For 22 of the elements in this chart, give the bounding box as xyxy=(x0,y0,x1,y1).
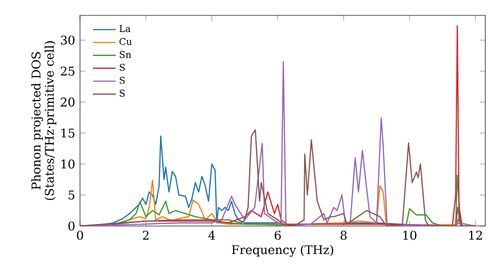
y-tick-label: 25 xyxy=(60,66,74,76)
y-tick-label: 15 xyxy=(61,128,74,138)
y-tick-label: 10 xyxy=(61,160,74,169)
y-tick-label: 5 xyxy=(68,190,74,200)
y-axis-title: Phonon projected DOS (States/THz·primitive cell) xyxy=(31,41,56,200)
legend-label: S xyxy=(120,64,125,71)
y-tick-label: 30 xyxy=(60,36,74,45)
legend-label: Cu xyxy=(120,38,132,46)
x-tick-label: 12 xyxy=(469,230,482,240)
legend-label: La xyxy=(120,25,130,32)
y-tick-label: 0 xyxy=(68,221,74,231)
y-tick-label: 20 xyxy=(60,98,74,107)
legend-label: S xyxy=(120,76,125,84)
x-tick-label: 8 xyxy=(340,230,347,240)
x-tick-label: 0 xyxy=(76,230,84,240)
x-tick-label: 10 xyxy=(403,230,416,240)
legend-label: Sn xyxy=(120,50,132,58)
x-axis-title: Frequency (THz) xyxy=(232,244,334,257)
x-tick-label: 4 xyxy=(208,230,216,240)
x-tick-label: 2 xyxy=(142,230,149,240)
legend-label: S xyxy=(120,90,125,97)
x-tick-label: 6 xyxy=(274,230,281,240)
